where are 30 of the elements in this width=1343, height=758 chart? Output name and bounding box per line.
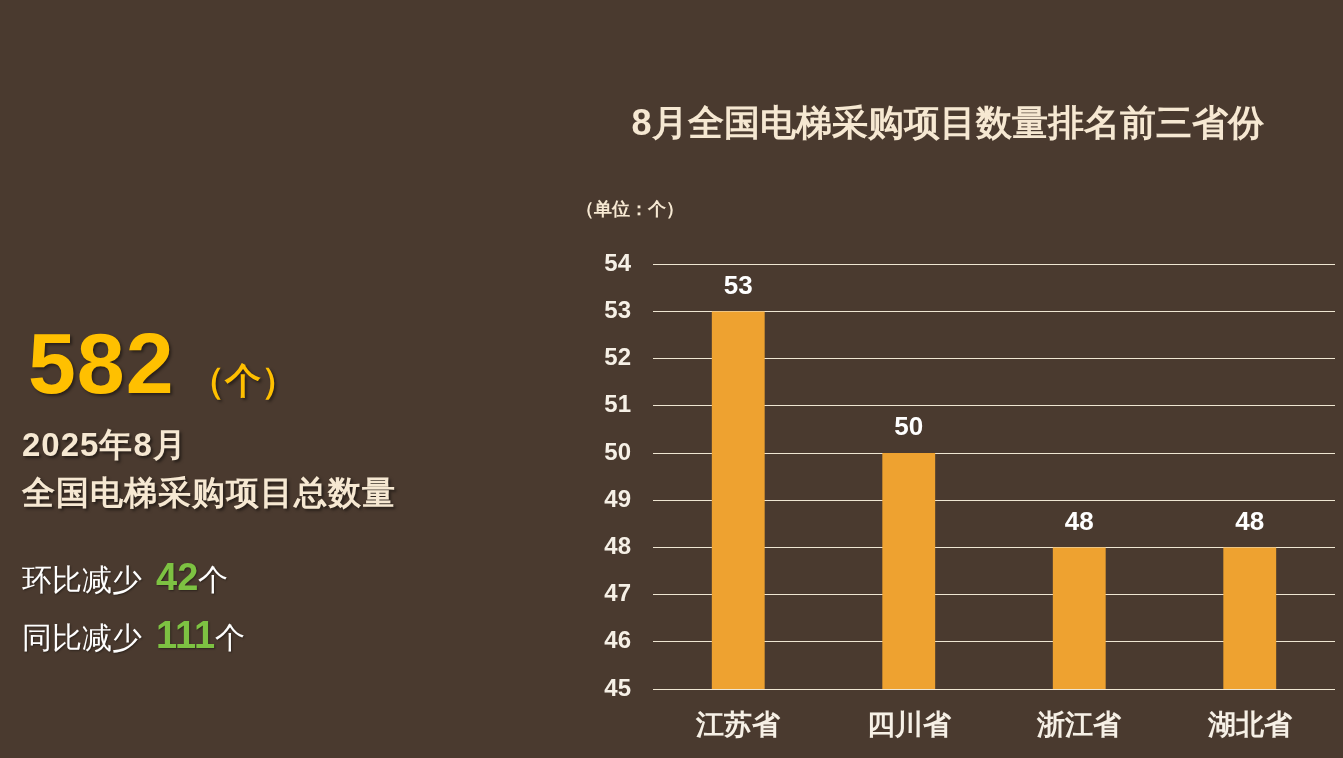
y-tick-label: 51	[604, 390, 631, 418]
text: 2025年8月	[22, 426, 187, 463]
x-tick-label: 湖北省	[1206, 708, 1293, 740]
y-tick-label: 45	[604, 673, 631, 701]
data-label: 53	[723, 269, 753, 300]
y-tick-label: 53	[604, 296, 631, 324]
y-tick-label: 54	[604, 248, 632, 276]
text: （个）	[188, 360, 297, 401]
text: 111	[156, 614, 216, 656]
text: 个	[198, 563, 229, 596]
y-tick-label: 50	[604, 437, 631, 465]
text: 582	[28, 315, 175, 411]
y-tick-label: 47	[604, 579, 631, 607]
text: 全国电梯采购项目总数量	[22, 474, 396, 511]
text: 42	[156, 556, 199, 598]
y-tick-label: 52	[604, 343, 631, 371]
chart-title: 8月全国电梯采购项目数量排名前三省份	[631, 101, 1265, 143]
data-label: 48	[1064, 505, 1094, 536]
x-tick-label: 浙江省	[1036, 708, 1123, 740]
data-label: 50	[894, 411, 924, 442]
y-tick-label: 46	[604, 626, 631, 654]
text: 环比减少	[22, 563, 142, 596]
y-tick-label: 49	[604, 484, 631, 512]
x-tick-label: 四川省	[866, 708, 952, 740]
y-tick-label: 48	[604, 532, 631, 560]
data-label: 48	[1235, 505, 1265, 536]
text: 同比减少	[22, 621, 142, 654]
y-axis-title: （单位：个）	[576, 199, 684, 220]
x-tick-label: 江苏省	[695, 708, 782, 740]
text: 个	[215, 621, 246, 654]
